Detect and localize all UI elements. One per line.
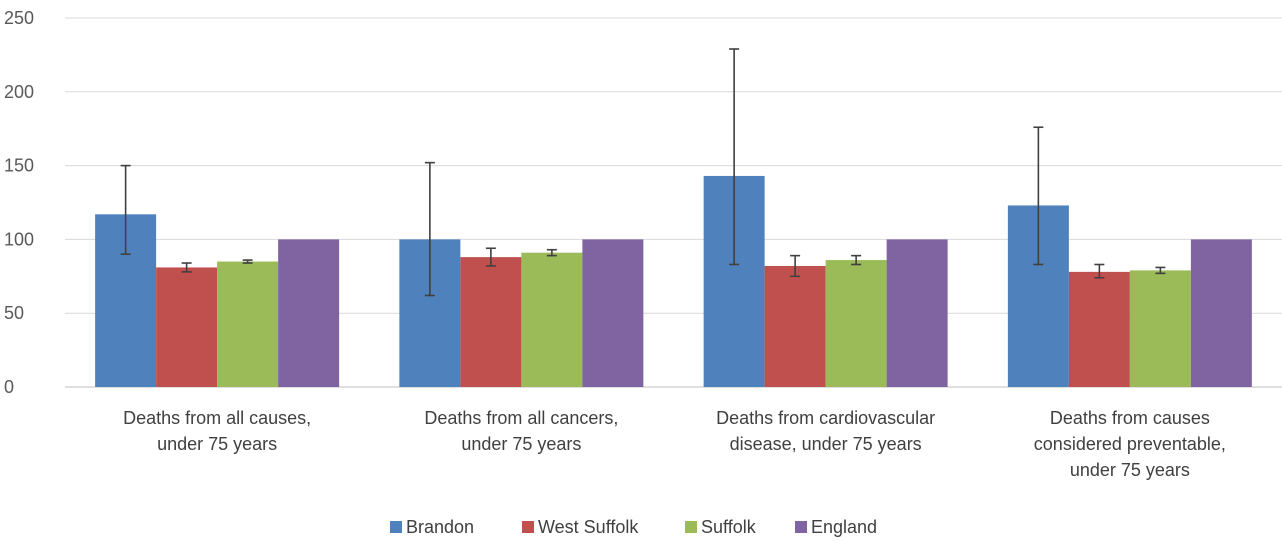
legend-label: Brandon — [406, 517, 474, 537]
y-tick-label: 50 — [4, 303, 24, 323]
bar-suffolk — [825, 260, 887, 387]
legend-label: West Suffolk — [538, 517, 639, 537]
category-label-line: under 75 years — [461, 434, 581, 454]
legend-label: England — [811, 517, 877, 537]
category-label-line: Deaths from causes — [1050, 408, 1210, 428]
category-label-line: under 75 years — [1070, 460, 1190, 480]
y-tick-label: 0 — [4, 377, 14, 397]
bar-suffolk — [217, 261, 279, 387]
bar-west-suffolk — [460, 257, 522, 387]
bar-suffolk — [521, 252, 583, 387]
bar-england — [1190, 239, 1252, 387]
bar-west-suffolk — [156, 267, 218, 387]
legend-label: Suffolk — [701, 517, 757, 537]
category-label-line: disease, under 75 years — [730, 434, 922, 454]
legend-swatch — [795, 521, 807, 533]
bar-west-suffolk — [764, 265, 826, 387]
y-axis-tick-labels: 0 50 100 150 200 250 — [4, 8, 34, 397]
bar-england — [886, 239, 948, 387]
legend: Brandon West Suffolk Suffolk England — [390, 517, 877, 537]
category-label-line: considered preventable, — [1034, 434, 1226, 454]
category-label: Deaths from causes considered preventable… — [1034, 408, 1226, 480]
category-label: Deaths from all causes, under 75 years — [123, 408, 311, 454]
legend-swatch — [522, 521, 534, 533]
category-label: Deaths from cardiovascular disease, under… — [716, 408, 935, 454]
category-label-line: Deaths from all causes, — [123, 408, 311, 428]
y-tick-label: 100 — [4, 229, 34, 249]
bars — [95, 175, 1252, 387]
category-label-line: Deaths from all cancers, — [424, 408, 618, 428]
legend-swatch — [685, 521, 697, 533]
legend-swatch — [390, 521, 402, 533]
category-label-line: under 75 years — [157, 434, 277, 454]
bar-england — [278, 239, 340, 387]
category-label-line: Deaths from cardiovascular — [716, 408, 935, 428]
x-axis-category-labels: Deaths from all causes, under 75 yearsDea… — [123, 408, 1226, 480]
bar-west-suffolk — [1068, 271, 1130, 387]
y-tick-label: 200 — [4, 82, 34, 102]
error-bars — [120, 48, 1166, 297]
y-tick-label: 250 — [4, 8, 34, 28]
y-tick-label: 150 — [4, 156, 34, 176]
bar-england — [582, 239, 644, 387]
category-label: Deaths from all cancers, under 75 years — [424, 408, 618, 454]
bar-suffolk — [1129, 270, 1191, 387]
